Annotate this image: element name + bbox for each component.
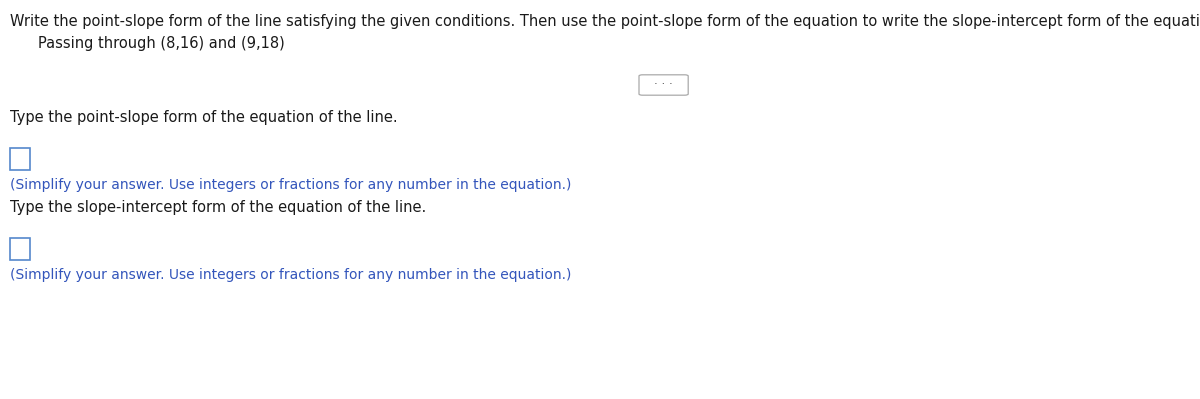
Text: Write the point-slope form of the line satisfying the given conditions. Then use: Write the point-slope form of the line s… bbox=[10, 14, 1200, 29]
Text: Type the point-slope form of the equation of the line.: Type the point-slope form of the equatio… bbox=[10, 110, 397, 125]
Text: (Simplify your answer. Use integers or fractions for any number in the equation.: (Simplify your answer. Use integers or f… bbox=[10, 178, 571, 192]
Text: (Simplify your answer. Use integers or fractions for any number in the equation.: (Simplify your answer. Use integers or f… bbox=[10, 268, 571, 282]
Text: · · ·: · · · bbox=[654, 79, 673, 91]
Text: Passing through (8,16) and (9,18): Passing through (8,16) and (9,18) bbox=[38, 36, 284, 51]
Text: Type the slope-intercept form of the equation of the line.: Type the slope-intercept form of the equ… bbox=[10, 200, 426, 215]
